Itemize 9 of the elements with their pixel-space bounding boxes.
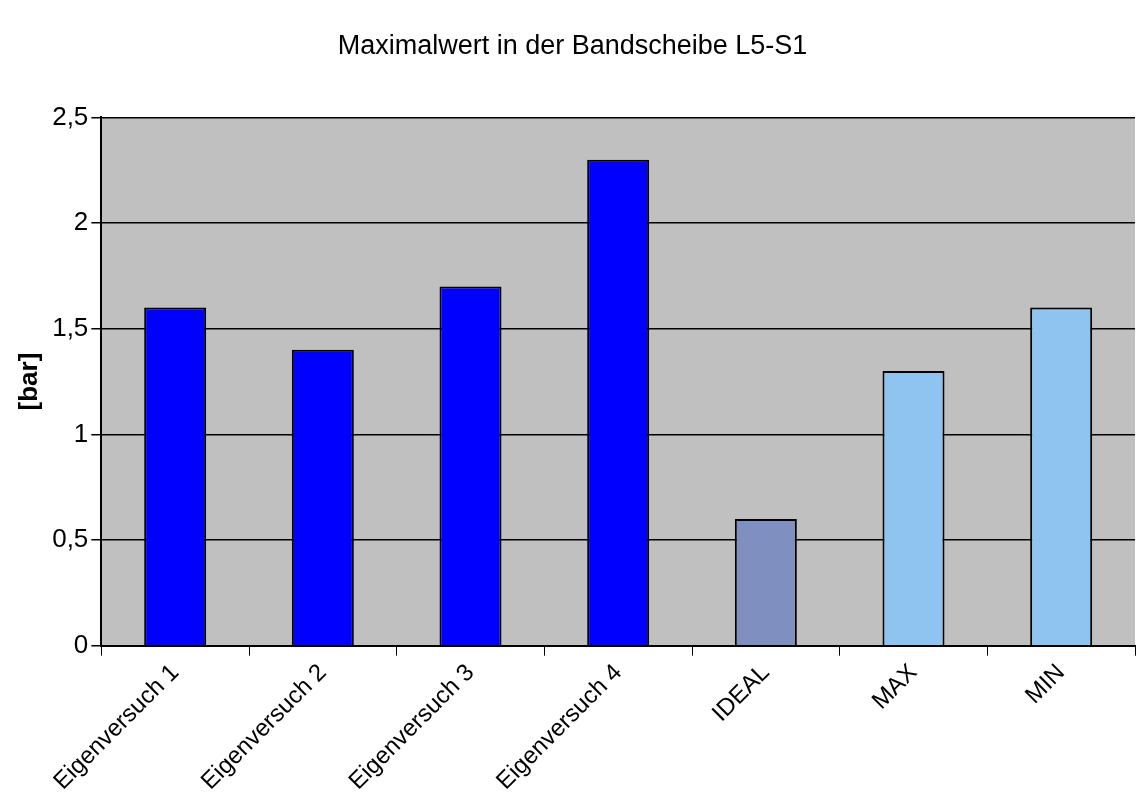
y-tick-label: 1,5	[52, 311, 89, 342]
y-tick-label: 2	[73, 206, 89, 237]
y-tick-label: 1	[73, 417, 89, 448]
y-tick-label: 0,5	[52, 523, 89, 554]
y-axis-title: [bar]	[12, 352, 43, 411]
x-tick-label: MIN	[1019, 657, 1070, 709]
y-tick-label: 2,5	[52, 100, 89, 131]
chart-title: Maximalwert in der Bandscheibe L5-S1	[337, 29, 808, 60]
y-tick-label: 0	[73, 628, 89, 659]
